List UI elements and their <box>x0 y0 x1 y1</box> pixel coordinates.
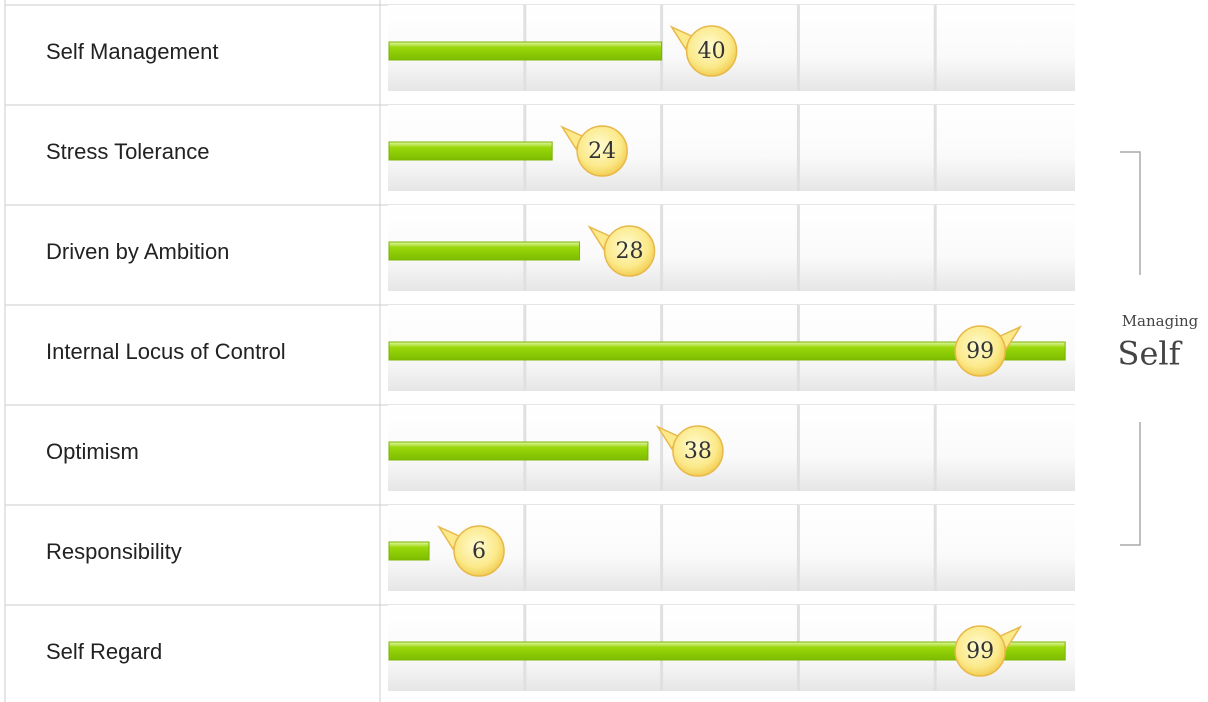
group-label-small: Managing <box>1122 312 1199 330</box>
category-label: Driven by Ambition <box>46 239 229 264</box>
value-label: 40 <box>698 39 726 64</box>
category-label: Stress Tolerance <box>46 139 209 164</box>
bubble <box>603 225 656 277</box>
group-label: Self <box>1118 335 1183 373</box>
category-label: Optimism <box>46 439 139 464</box>
bubble <box>685 25 738 77</box>
bar <box>388 241 581 261</box>
value-label: 99 <box>966 339 994 364</box>
bubble <box>954 325 1006 377</box>
bubble <box>576 125 628 177</box>
bar <box>388 41 663 61</box>
category-label: Self Regard <box>46 639 162 664</box>
bubble <box>954 625 1006 677</box>
bar <box>388 341 1066 361</box>
category-label: Self Management <box>46 39 218 64</box>
value-label: 28 <box>616 239 644 264</box>
category-label: Responsibility <box>46 539 182 564</box>
category-label: Internal Locus of Control <box>46 339 286 364</box>
value-label: 99 <box>966 639 994 664</box>
value-label: 6 <box>472 539 486 564</box>
value-label: 24 <box>588 139 616 164</box>
bar <box>388 541 430 561</box>
bubble <box>453 525 505 577</box>
bracket <box>1120 151 1141 546</box>
bar <box>388 641 1066 661</box>
value-label: 38 <box>684 439 712 464</box>
bar <box>388 441 649 461</box>
bubble <box>672 425 724 477</box>
bar <box>388 141 553 161</box>
